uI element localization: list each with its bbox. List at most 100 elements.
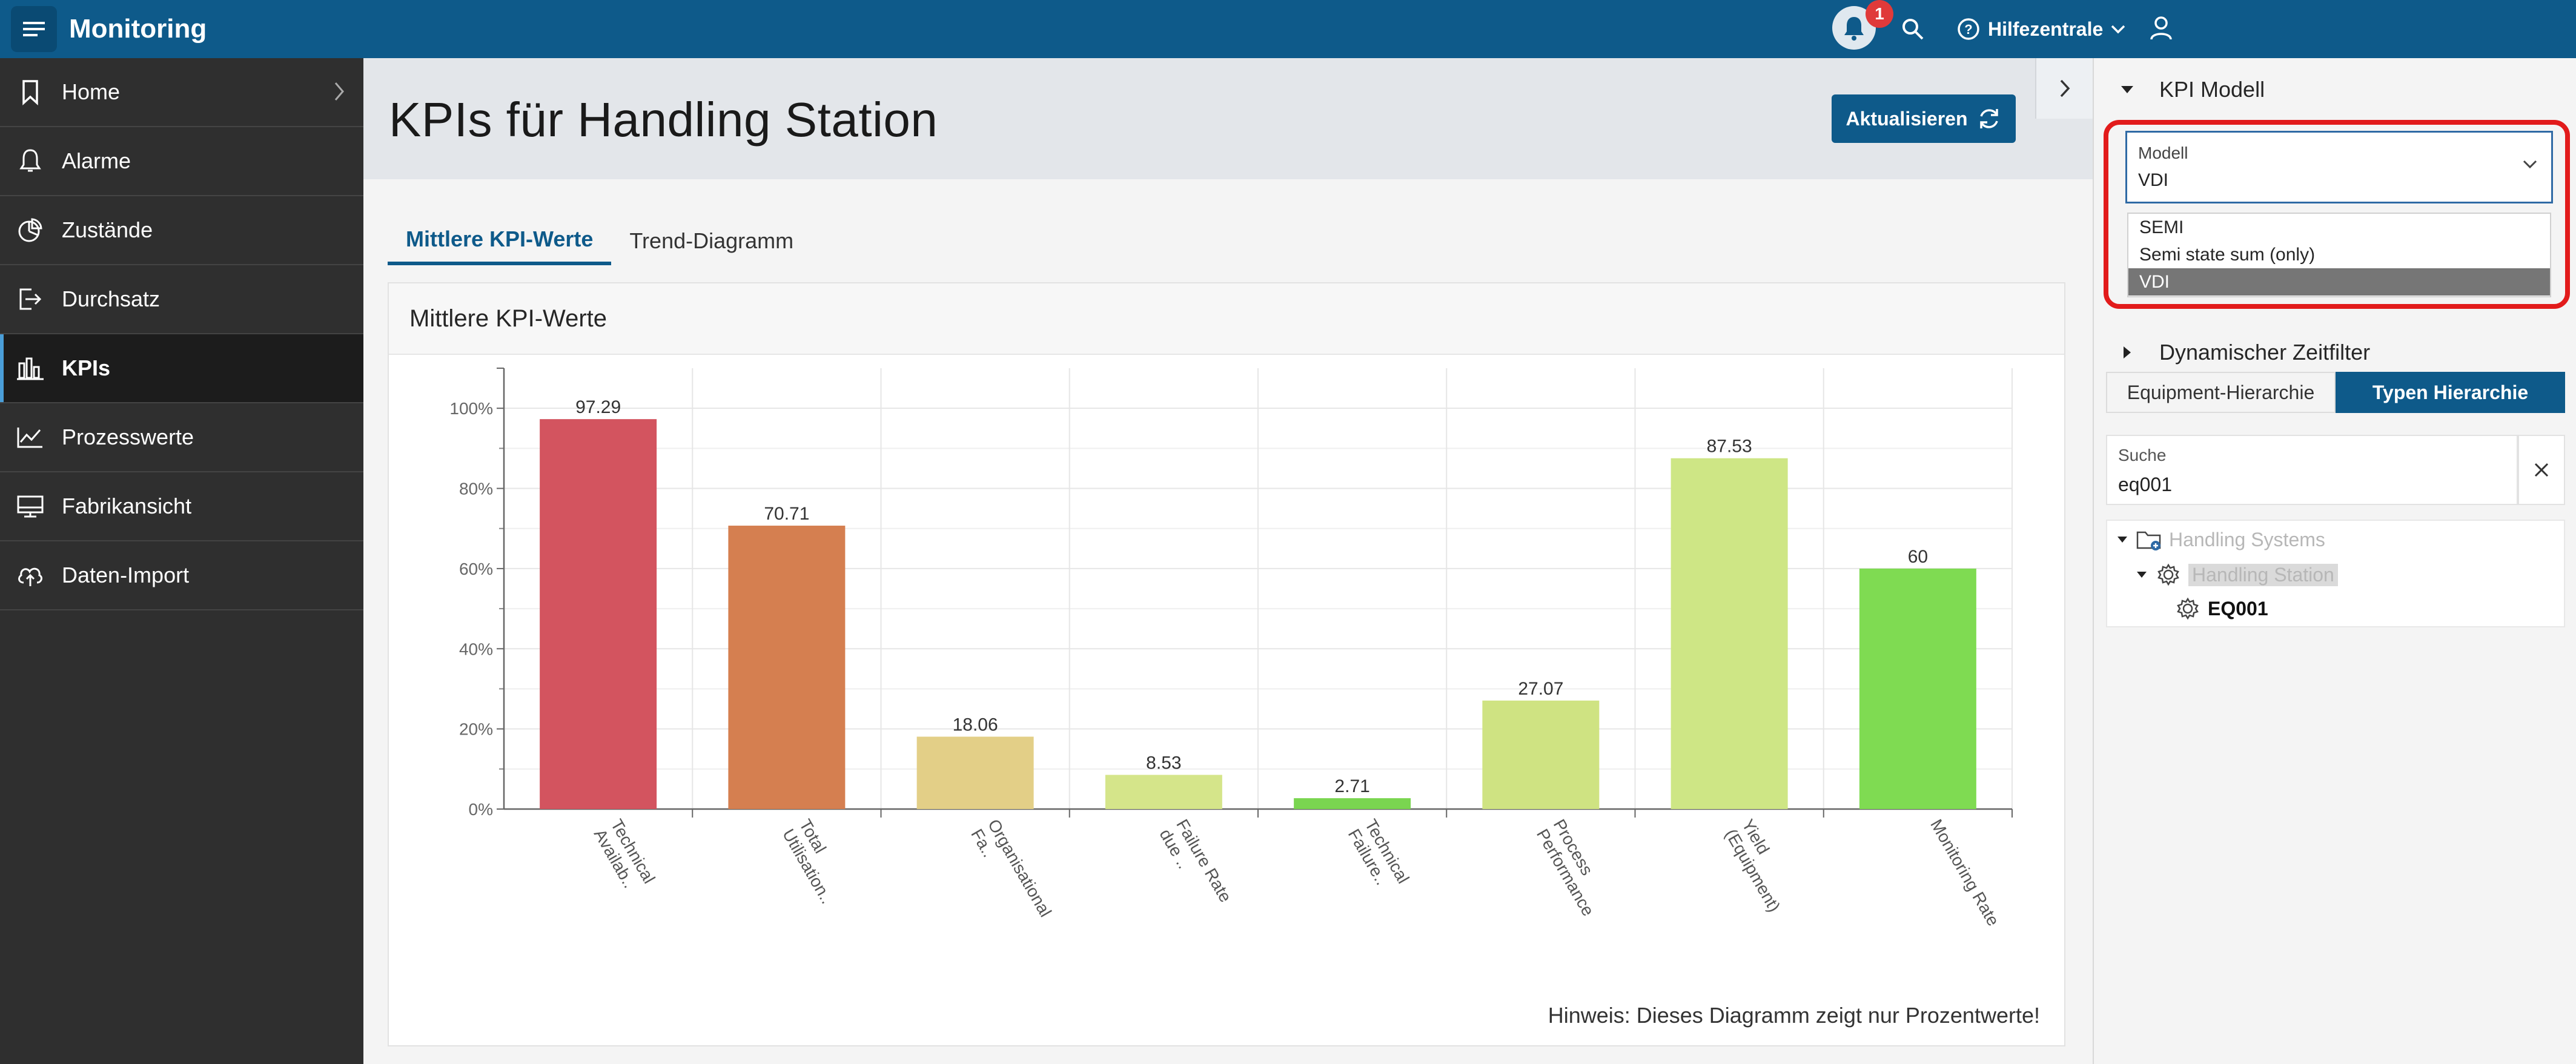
y-tick-label: 100% — [449, 399, 493, 418]
bar — [1859, 568, 1976, 809]
close-icon — [2534, 463, 2549, 477]
top-bar: Monitoring 1 ? Hilfezentrale — [0, 0, 2576, 58]
bar — [728, 526, 846, 809]
bar-chart-icon — [12, 350, 48, 386]
tree-node-label: Handling Systems — [2169, 528, 2325, 550]
refresh-button[interactable]: Aktualisieren — [1832, 94, 2016, 143]
search-input[interactable]: eq001 — [2118, 474, 2172, 495]
x-tick-label: OrganisationalFa.. — [967, 816, 1055, 930]
hamburger-icon — [23, 22, 45, 36]
search-label: Suche — [2118, 446, 2167, 464]
bar-value-label: 2.71 — [1334, 776, 1369, 796]
sidebar-item-label: Daten-Import — [62, 563, 190, 587]
tree-node-label: Handling Station — [2188, 563, 2338, 586]
sign-out-icon — [12, 281, 48, 317]
bar — [1670, 458, 1788, 809]
bar-value-label: 70.71 — [764, 504, 809, 524]
bar — [1482, 700, 1600, 809]
x-tick-label: TechnicalFailure.. — [1345, 816, 1413, 897]
dynamic-time-filter-header[interactable]: Dynamischer Zeitfilter — [2111, 328, 2370, 377]
kpi-model-section-header[interactable]: KPI Modell — [2111, 65, 2265, 114]
notification-count-badge: 1 — [1866, 0, 1893, 28]
x-tick-label: TotalUtilisation.. — [779, 816, 853, 907]
bookmark-icon — [12, 74, 48, 110]
y-tick-label: 0% — [469, 800, 493, 819]
tab-trend-diagramm[interactable]: Trend-Diagramm — [629, 228, 794, 253]
sidebar-item-label: Zustände — [62, 217, 153, 242]
bar-value-label: 97.29 — [575, 397, 621, 417]
bar — [1294, 798, 1411, 809]
chart-hint: Hinweis: Dieses Diagramm zeigt nur Proze… — [1548, 1003, 2040, 1028]
chevron-right-icon — [334, 82, 344, 101]
sidebar-item-fabrikansicht[interactable]: Fabrikansicht — [0, 472, 363, 541]
option-semi[interactable]: SEMI — [2139, 217, 2184, 237]
tree-search-field[interactable]: Suche eq001 — [2106, 435, 2518, 505]
line-chart-icon — [12, 419, 48, 455]
search-icon — [1902, 19, 1924, 40]
caret-down-icon — [2111, 73, 2144, 106]
sidebar-item-prozesswerte[interactable]: Prozesswerte — [0, 403, 363, 472]
help-circle-icon: ? — [1958, 18, 1979, 40]
user-menu-button[interactable] — [2144, 11, 2178, 45]
option-semi-state-sum[interactable]: Semi state sum (only) — [2139, 244, 2316, 265]
bar-value-label: 8.53 — [1146, 753, 1181, 773]
x-tick-label: Monitoring Rate — [1927, 816, 2003, 930]
svg-text:?: ? — [1964, 22, 1972, 37]
clear-search-button[interactable] — [2518, 435, 2565, 505]
x-tick-label: Yield(Equipment) — [1721, 816, 1801, 916]
card-title: Mittlere KPI-Werte — [389, 283, 2064, 355]
tree-node-handling-station[interactable]: Handling Station — [2135, 558, 2338, 591]
kpi-tabs: Mittlere KPI-Werte Trend-Diagramm — [388, 217, 812, 265]
caret-right-icon — [2111, 336, 2144, 369]
cloud-upload-icon — [12, 557, 48, 593]
app-title: Monitoring — [69, 14, 207, 44]
sidebar-item-home[interactable]: Home — [0, 58, 363, 127]
y-tick-label: 80% — [459, 480, 493, 498]
bar-value-label: 27.07 — [1518, 679, 1563, 699]
collapse-panel-button[interactable] — [2035, 58, 2093, 119]
model-select[interactable]: Modell VDI — [2125, 131, 2553, 203]
tree-node-handling-systems[interactable]: Handling Systems — [2116, 523, 2325, 556]
refresh-icon — [1980, 109, 1999, 128]
bar — [916, 736, 1034, 809]
chevron-right-icon — [2060, 79, 2070, 97]
folder-icon — [2135, 526, 2163, 553]
sidebar-nav: Home Alarme Zustände Durchsatz KPIs Proz… — [0, 58, 363, 1064]
tab-typen-hierarchie[interactable]: Typen Hierarchie — [2336, 372, 2565, 413]
sidebar-item-label: Fabrikansicht — [62, 494, 192, 518]
tab-mittlere-kpi-werte[interactable]: Mittlere KPI-Werte — [388, 217, 612, 265]
sidebar-item-kpis[interactable]: KPIs — [0, 334, 363, 403]
hamburger-menu-button[interactable] — [11, 6, 57, 52]
bar — [540, 419, 657, 809]
bar-value-label: 60 — [1908, 547, 1928, 567]
sidebar-item-daten-import[interactable]: Daten-Import — [0, 541, 363, 610]
x-tick-label: TechnicalAvailab.. — [591, 816, 659, 897]
sidebar-item-alarme[interactable]: Alarme — [0, 127, 363, 196]
monitor-icon — [12, 488, 48, 524]
bell-icon — [1844, 17, 1864, 41]
page-header: KPIs für Handling Station Aktualisieren — [363, 58, 2093, 179]
help-center-menu[interactable]: ? Hilfezentrale — [1956, 11, 2126, 47]
sidebar-item-zustaende[interactable]: Zustände — [0, 196, 363, 265]
gear-icon — [2154, 561, 2182, 589]
sidebar-item-durchsatz[interactable]: Durchsatz — [0, 265, 363, 334]
help-center-label: Hilfezentrale — [1988, 18, 2104, 40]
tab-equipment-hierarchie[interactable]: Equipment-Hierarchie — [2106, 372, 2336, 413]
search-button[interactable] — [1896, 12, 1930, 46]
user-icon — [2150, 16, 2172, 40]
kpi-chart-card: Mittlere KPI-Werte 0% 20% 40% 60% 80% 100% 97.… — [388, 282, 2065, 1046]
y-tick-label: 60% — [459, 560, 493, 578]
sidebar-item-label: Durchsatz — [62, 286, 161, 311]
highlight-outline — [2104, 120, 2570, 309]
bar-value-label: 18.06 — [953, 715, 998, 735]
sidebar-item-label: KPIs — [62, 355, 111, 380]
main-content: KPIs für Handling Station Aktualisieren … — [363, 58, 2093, 1064]
model-options-list: SEMI Semi state sum (only) VDI — [2127, 213, 2551, 297]
type-hierarchy-tree: Handling Systems Handling Station EQ001 — [2106, 520, 2565, 627]
option-vdi[interactable]: VDI — [2128, 268, 2550, 296]
sidebar-item-label: Alarme — [62, 148, 131, 173]
bar — [1105, 775, 1222, 809]
pie-chart-icon — [12, 212, 48, 248]
tree-node-eq001[interactable]: EQ001 — [2174, 592, 2268, 625]
bar-value-label: 87.53 — [1707, 437, 1752, 457]
